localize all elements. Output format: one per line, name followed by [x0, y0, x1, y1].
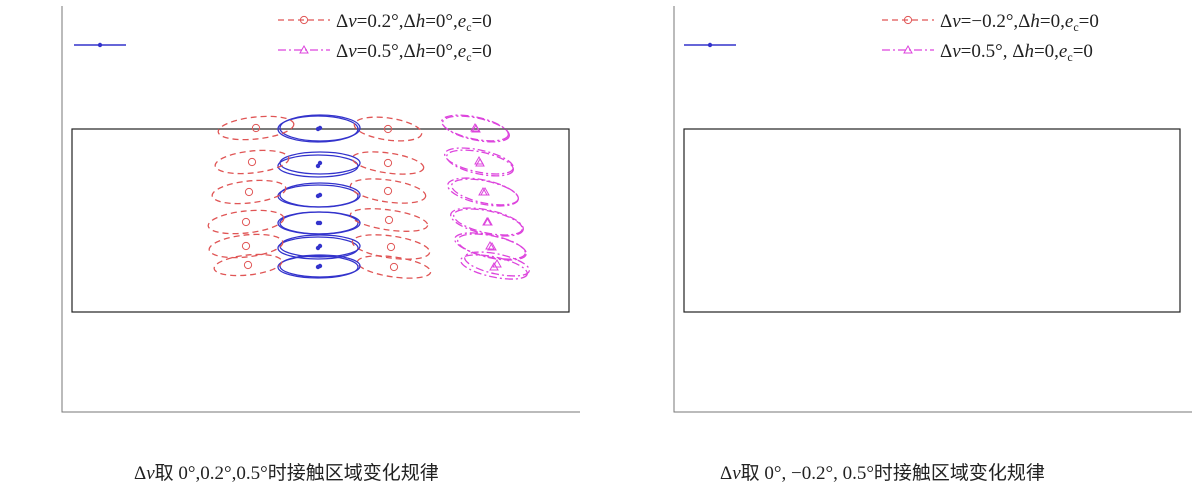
no-error-ellipse: [279, 211, 361, 235]
series2-ellipse: [351, 234, 431, 260]
series2-ellipse: [213, 253, 283, 277]
legend-label-series3: Δv=0.5°,Δh=0°,ec=0: [336, 41, 492, 64]
series3-ellipse: [446, 149, 514, 177]
series2-ellipse: [356, 255, 432, 279]
no-error-ellipse: [279, 254, 361, 278]
axes-frame: [61, 6, 580, 413]
no-error-ellipse: [279, 234, 361, 258]
legend-label-series2: Δv=0.2°,Δh=0°,ec=0: [336, 11, 492, 34]
series2-ellipse: [211, 179, 287, 205]
no-error-ellipse: [279, 182, 361, 208]
panel-b: Δv=−0.2°,Δh=0,ec=0 Δv=0.5°, Δh=0,ec=0 Δv取 …: [207, 6, 1192, 484]
no-error-ellipse: [279, 151, 361, 175]
series2-ellipse: [353, 116, 423, 142]
legend: Δv=0.2°,Δh=0°,ec=0 Δv=0.5°,Δh=0°,ec=0: [74, 11, 492, 64]
caption-text: Δv取 0°, −0.2°, 0.5°时接触区域变化规律: [720, 462, 1045, 484]
caption-text: Δv取 0°,0.2°,0.5°时接触区域变化规律: [134, 462, 439, 484]
series2-ellipse: [349, 178, 427, 204]
panel-a: Δv=0.2°,Δh=0°,ec=0 Δv=0.5°,Δh=0°,ec=0 Δv取 …: [61, 6, 580, 484]
tooth-profile-box: [683, 128, 1181, 313]
series3-ellipse: [464, 251, 530, 277]
tooth-profile-box: [71, 128, 570, 313]
series2-ellipse: [217, 115, 295, 141]
series2-ellipse: [349, 208, 429, 232]
series2-ellipse: [207, 209, 285, 235]
legend-label-series2: Δv=−0.2°,Δh=0,ec=0: [940, 11, 1099, 34]
contact-ellipses: [207, 114, 530, 278]
no-error-ellipse: [279, 114, 361, 142]
axes-frame: [673, 6, 1192, 413]
legend: Δv=−0.2°,Δh=0,ec=0 Δv=0.5°, Δh=0,ec=0: [684, 11, 1099, 64]
legend-label-series3: Δv=0.5°, Δh=0,ec=0: [940, 41, 1093, 64]
series3-ellipse: [451, 178, 519, 206]
series3-ellipse: [453, 208, 523, 236]
series2-ellipse: [351, 151, 425, 175]
series2-ellipse: [214, 149, 290, 175]
series2-ellipse: [208, 233, 284, 259]
series3-ellipse: [457, 233, 527, 261]
series3-ellipse: [441, 114, 509, 142]
